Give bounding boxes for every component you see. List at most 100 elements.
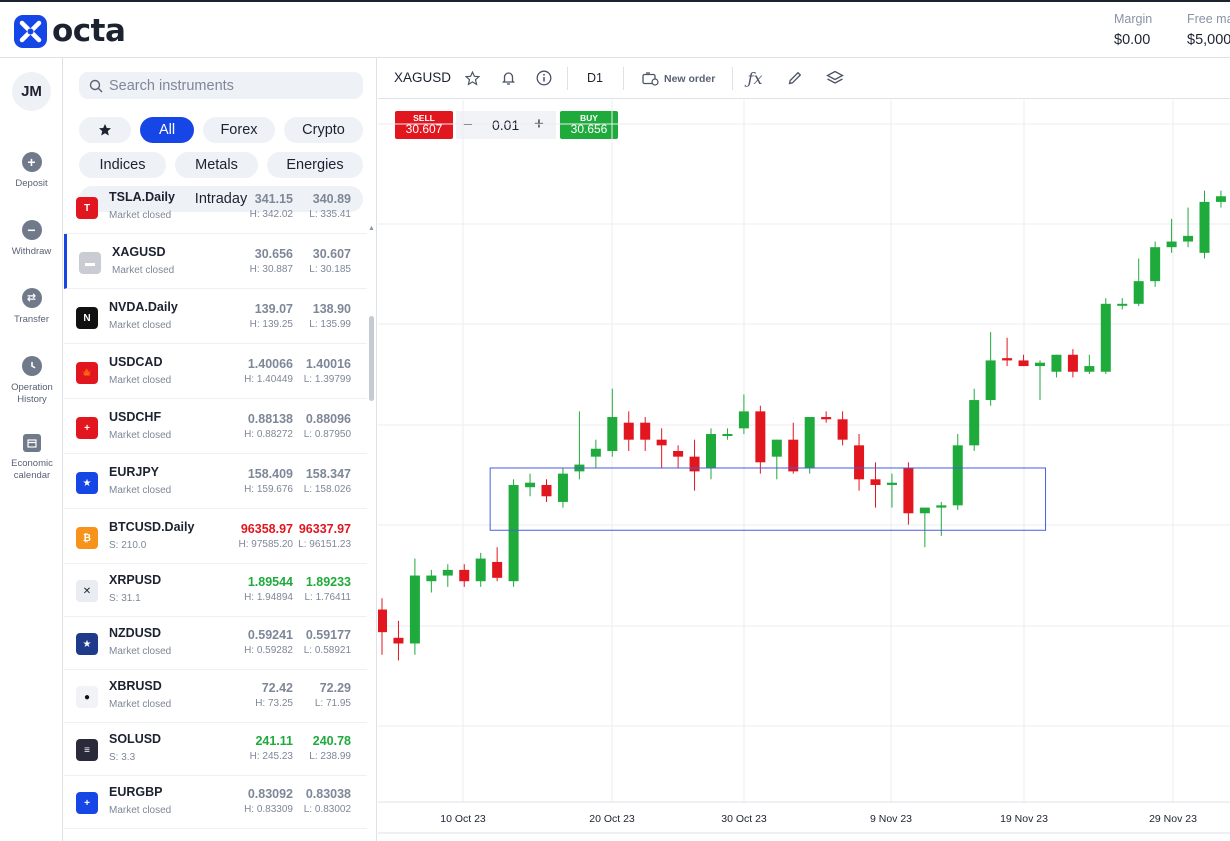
- candle-body: [393, 637, 404, 644]
- search-box[interactable]: [79, 72, 363, 99]
- instrument-row[interactable]: 🍁 USDCAD Market closed 1.40066 1.40016 H: 1.4…: [64, 344, 367, 399]
- candle-body: [1183, 235, 1194, 242]
- logo[interactable]: octa: [14, 13, 126, 49]
- instrument-bid: 341.15: [254, 192, 293, 206]
- calendar-icon: [22, 434, 41, 452]
- filter-intraday[interactable]: Intraday: [79, 186, 363, 212]
- candle-body: [788, 439, 799, 472]
- nav-operation-history[interactable]: Operation History: [0, 356, 63, 406]
- free-margin-value: $5,000: [1187, 32, 1230, 48]
- filter-energies[interactable]: Energies: [267, 152, 363, 178]
- drawn-rectangle[interactable]: [489, 467, 1047, 531]
- filter-favorites[interactable]: [79, 117, 131, 143]
- star-icon[interactable]: [462, 68, 482, 88]
- instrument-icon: ★: [76, 472, 98, 494]
- instrument-row[interactable]: ✕ XRPUSD S: 31.1 1.89544 1.89233 H: 1.94894 L:…: [64, 562, 367, 617]
- star-icon: [99, 124, 111, 136]
- candle-body: [738, 411, 749, 429]
- nav-transfer[interactable]: ⇄ Transfer: [0, 288, 63, 326]
- candle-body: [919, 507, 930, 514]
- instrument-bid: 139.07: [254, 302, 293, 316]
- candlestick-chart[interactable]: 10 Oct 23 20 Oct 23 30 Oct 23 9 Nov 23 19 No…: [378, 100, 1230, 841]
- new-order-icon[interactable]: [640, 68, 660, 88]
- instrument-row[interactable]: + USDCHF Market closed 0.88138 0.88096 H: 0.8…: [64, 399, 367, 454]
- nav-economic-calendar[interactable]: Economic calendar: [0, 434, 63, 482]
- bell-icon[interactable]: [498, 68, 518, 88]
- instrument-ask: 0.59177: [305, 628, 351, 642]
- instrument-low: L: 96151.23: [298, 539, 351, 550]
- nav-operation-history-label: Operation History: [11, 382, 53, 405]
- instrument-low: L: 71.95: [314, 698, 351, 709]
- scroll-up-icon[interactable]: ▲: [368, 225, 375, 232]
- pencil-icon[interactable]: [785, 68, 805, 88]
- instrument-status: Market closed: [112, 265, 175, 276]
- buy-label: BUY: [580, 113, 598, 123]
- octa-logo-icon: [14, 14, 47, 48]
- x-axis-label: 9 Nov 23: [870, 813, 912, 825]
- instrument-high: H: 0.83309: [244, 804, 293, 815]
- instrument-row[interactable]: ≡ SOLUSD S: 3.3 241.11 240.78 H: 245.23 L: 238…: [64, 721, 367, 776]
- instrument-ask: 72.29: [319, 681, 351, 695]
- filter-all[interactable]: All: [140, 117, 194, 143]
- instrument-symbol: BTCUSD.Daily: [109, 520, 195, 534]
- quantity-value[interactable]: 0.01: [492, 117, 520, 133]
- sell-button[interactable]: SELL 30.607: [395, 111, 453, 139]
- instrument-row[interactable]: ★ NZDUSD Market closed 0.59241 0.59177 H: 0.5…: [64, 615, 367, 670]
- instrument-status: Market closed: [109, 320, 172, 331]
- instrument-row[interactable]: ★ EURJPY Market closed 158.409 158.347 H: 159…: [64, 454, 367, 509]
- layers-icon[interactable]: [825, 68, 845, 88]
- instrument-status: Market closed: [109, 210, 172, 221]
- instrument-bid: 158.409: [247, 467, 293, 481]
- instrument-low: L: 238.99: [309, 751, 351, 762]
- instrument-high: H: 0.88272: [244, 429, 293, 440]
- sell-price: 30.607: [405, 122, 443, 136]
- instrument-low: L: 158.026: [303, 484, 351, 495]
- x-axis-label: 19 Nov 23: [1000, 813, 1048, 825]
- search-input[interactable]: [109, 77, 349, 94]
- instrument-row[interactable]: + EURGBP Market closed 0.83092 0.83038 H: 0.8…: [64, 774, 367, 829]
- candle-body: [541, 484, 552, 497]
- instrument-low: L: 1.76411: [304, 592, 351, 603]
- instrument-icon: T: [76, 197, 98, 219]
- instrument-row[interactable]: N NVDA.Daily Market closed 139.07 138.90 H: 1…: [64, 289, 367, 344]
- candle-body: [837, 419, 848, 440]
- logo-text: octa: [52, 13, 126, 49]
- candle-body: [1133, 281, 1144, 304]
- left-navigation: JM + Deposit − Withdraw ⇄ Transfer Opera…: [0, 58, 63, 841]
- scrollbar[interactable]: [369, 316, 374, 401]
- instrument-low: L: 1.39799: [303, 374, 351, 385]
- filter-metals[interactable]: Metals: [175, 152, 258, 178]
- nav-deposit[interactable]: + Deposit: [0, 152, 63, 190]
- margin-info: Margin $0.00: [1114, 12, 1152, 48]
- instrument-icon: ✕: [76, 580, 98, 602]
- instrument-high: H: 0.59282: [244, 645, 293, 656]
- candle-body: [804, 417, 815, 468]
- candle-body: [409, 575, 420, 644]
- instrument-ask: 138.90: [312, 302, 351, 316]
- instrument-low: L: 0.83002: [303, 804, 351, 815]
- instrument-row[interactable]: T TSLA.Daily Market closed 341.15 340.89 H: 3…: [64, 179, 367, 234]
- new-order-button[interactable]: New order: [664, 73, 716, 85]
- nav-withdraw[interactable]: − Withdraw: [0, 220, 63, 258]
- instrument-row[interactable]: ▬ XAGUSD Market closed 30.656 30.607 H: 30.88…: [64, 234, 367, 289]
- instrument-row[interactable]: ₿ BTCUSD.Daily S: 210.0 96358.97 96337.97 H: …: [64, 509, 367, 564]
- avatar[interactable]: JM: [12, 72, 51, 111]
- top-bar: octa Margin $0.00 Free ma $5,000: [0, 0, 1230, 58]
- instrument-bid: 0.83092: [247, 787, 293, 801]
- filter-forex[interactable]: Forex: [203, 117, 275, 143]
- instrument-row[interactable]: ● XBRUSD Market closed 72.42 72.29 H: 73.25 L:…: [64, 668, 367, 723]
- instrument-high: H: 159.676: [244, 484, 293, 495]
- instrument-symbol: USDCHF: [109, 410, 162, 424]
- clock-icon: [21, 356, 42, 376]
- nav-transfer-label: Transfer: [13, 314, 50, 325]
- instrument-symbol: EURGBP: [109, 785, 163, 799]
- fx-icon[interactable]: ƒx: [747, 68, 763, 88]
- filter-crypto[interactable]: Crypto: [284, 117, 363, 143]
- instrument-bid: 0.59241: [247, 628, 293, 642]
- instrument-symbol: USDCAD: [109, 355, 163, 369]
- buy-button[interactable]: BUY 30.656: [560, 111, 618, 139]
- filter-indices[interactable]: Indices: [79, 152, 166, 178]
- timeframe-selector[interactable]: D1: [587, 71, 603, 85]
- info-icon[interactable]: [534, 68, 554, 88]
- instrument-status: Market closed: [109, 485, 172, 496]
